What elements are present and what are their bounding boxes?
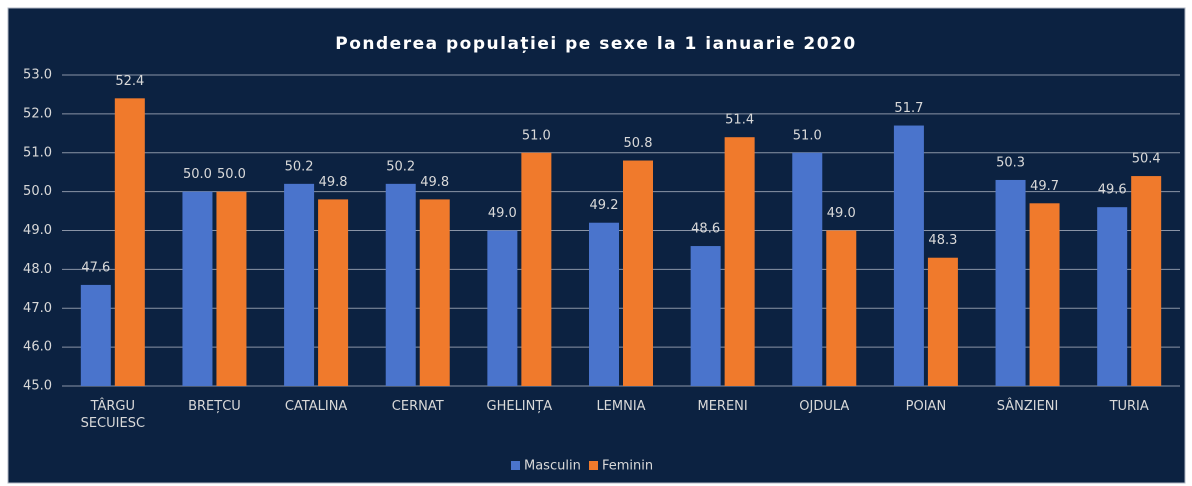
legend-label: Masculin [524, 459, 581, 474]
y-tick-label: 46.0 [23, 340, 52, 355]
data-label: 50.0 [183, 167, 212, 182]
data-label: 50.3 [996, 155, 1025, 170]
data-label: 49.7 [1030, 179, 1059, 194]
y-tick-label: 48.0 [23, 262, 52, 277]
x-tick-label: CATALINA [284, 399, 348, 414]
bar [1131, 176, 1162, 386]
data-label: 49.8 [319, 175, 348, 190]
x-tick-label: BREȚCU [188, 399, 241, 414]
x-tick-label: SÂNZIENI [996, 399, 1059, 414]
bar [182, 191, 213, 386]
legend-swatch [589, 461, 598, 470]
bar [589, 222, 619, 386]
data-label: 49.0 [488, 206, 517, 221]
data-label: 51.0 [522, 128, 551, 143]
bar [80, 284, 111, 386]
legend-label: Feminin [602, 459, 653, 474]
bar [1029, 203, 1060, 386]
bar [487, 230, 518, 386]
x-tick-label: POIAN [905, 399, 947, 414]
bar [284, 183, 315, 386]
data-label: 49.8 [420, 175, 449, 190]
bar [690, 246, 721, 386]
bar [826, 230, 857, 386]
data-label: 51.7 [894, 101, 923, 116]
data-label: 49.6 [1098, 183, 1127, 198]
bar [893, 125, 924, 386]
y-tick-label: 49.0 [23, 223, 52, 238]
data-label: 47.6 [81, 260, 110, 275]
x-tick-label: MERENI [697, 399, 748, 414]
y-tick-label: 53.0 [23, 68, 52, 83]
x-tick-label: LEMNIA [596, 399, 646, 414]
bar [1097, 207, 1128, 386]
y-tick-label: 52.0 [23, 106, 52, 121]
bar [385, 183, 416, 386]
x-tick-label: TÂRGU SECUIESC [80, 399, 146, 431]
bar [318, 199, 349, 386]
bar [995, 179, 1026, 386]
y-tick-label: 50.0 [23, 184, 52, 199]
data-label: 49.2 [590, 198, 619, 213]
bar [623, 160, 653, 386]
bar [114, 98, 145, 386]
bar [792, 152, 823, 386]
bar [419, 199, 450, 386]
data-label: 51.0 [793, 128, 822, 143]
data-label: 50.2 [285, 159, 314, 174]
data-label: 48.3 [928, 233, 957, 248]
y-tick-label: 51.0 [23, 145, 52, 160]
y-tick-label: 45.0 [23, 379, 52, 394]
data-label: 49.0 [827, 206, 856, 221]
x-tick-label: GHELINȚA [486, 399, 553, 414]
x-tick-label: OJDULA [799, 399, 850, 414]
legend-swatch [511, 461, 520, 470]
data-label: 48.6 [691, 222, 720, 237]
bar [724, 137, 755, 386]
x-tick-label: CERNAT [391, 399, 444, 414]
bar [521, 152, 552, 386]
bar [927, 257, 958, 386]
y-tick-label: 47.0 [23, 301, 52, 316]
bar [216, 191, 247, 386]
data-label: 50.4 [1132, 152, 1161, 167]
data-label: 50.2 [386, 159, 415, 174]
x-tick-label: TURIA [1109, 399, 1149, 414]
chart-title: Ponderea populației pe sexe la 1 ianuari… [335, 34, 856, 54]
data-label: 51.4 [725, 113, 754, 128]
data-label: 50.8 [624, 136, 653, 151]
data-label: 52.4 [115, 74, 144, 89]
data-label: 50.0 [217, 167, 246, 182]
